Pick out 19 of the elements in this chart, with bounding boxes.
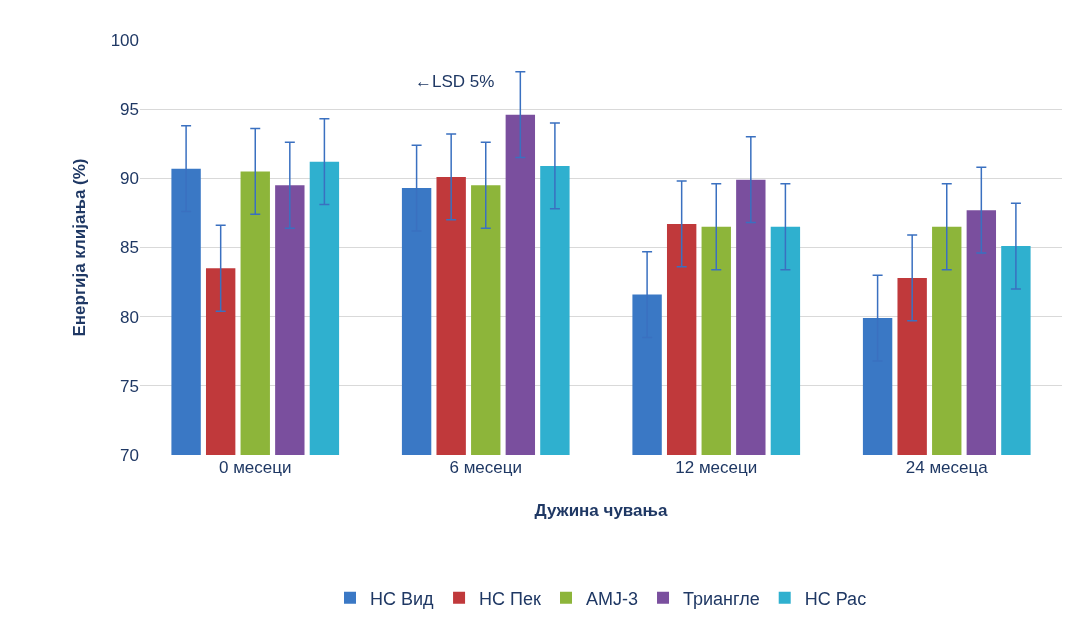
- x-tick-label: 12 месеци: [675, 458, 758, 477]
- y-tick-label: 75: [120, 376, 139, 396]
- x-axis-title: Дужина чувања: [534, 501, 668, 520]
- y-axis-title: Енергија клијања (%): [70, 158, 90, 337]
- legend-label: НС Пек: [479, 588, 542, 609]
- y-tick-label: 70: [120, 445, 139, 465]
- x-tick-label: 0 месеци: [218, 458, 292, 477]
- x-tick-label: 24 месеца: [905, 458, 989, 477]
- y-tick-label: 95: [120, 100, 139, 120]
- annotation: ←LSD 5%: [415, 72, 495, 91]
- y-tick-label: 90: [120, 169, 139, 189]
- x-tick-label: 6 месеци: [449, 458, 523, 477]
- legend-label: Триангле: [683, 588, 760, 609]
- legend-label: AMJ-3: [586, 588, 639, 609]
- y-tick-label: 100: [110, 30, 139, 50]
- y-tick-label: 85: [120, 238, 139, 258]
- legend-label: НС Рас: [804, 588, 867, 609]
- y-tick-label: 80: [120, 307, 139, 327]
- legend-label: НС Вид: [370, 588, 435, 609]
